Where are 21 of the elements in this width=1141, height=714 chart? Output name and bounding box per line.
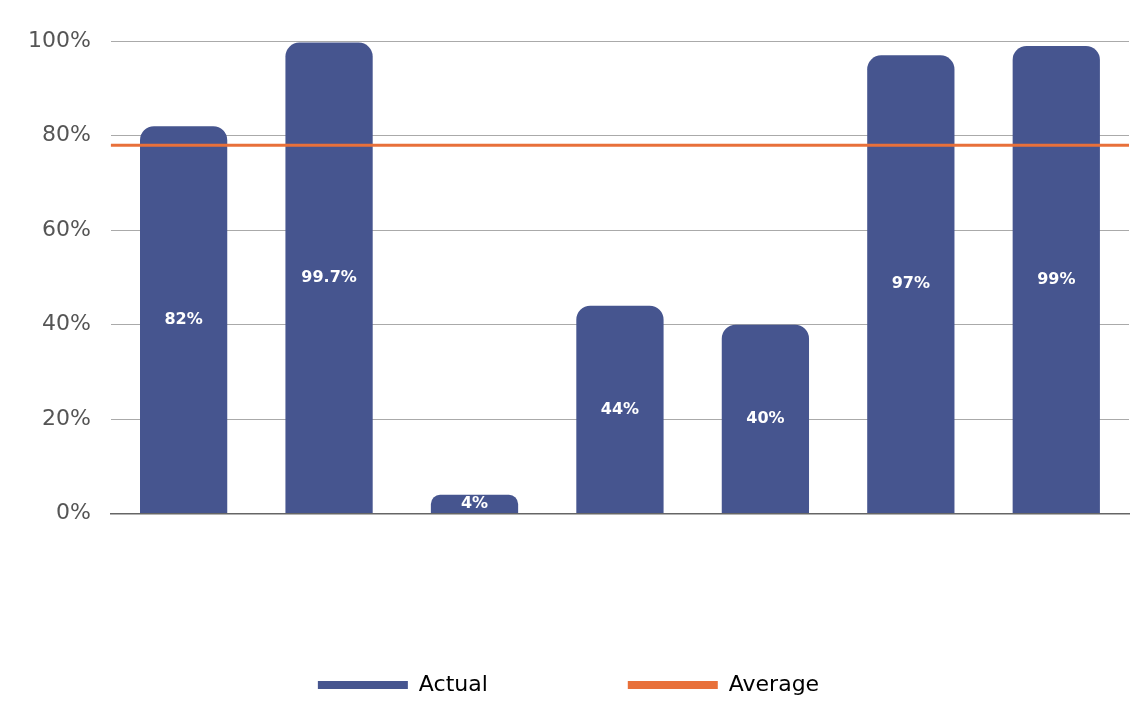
bar [867,55,955,514]
data-label: 44% [600,398,640,418]
y-tick-label: 0% [55,499,91,525]
y-tick-label: 80% [41,121,91,147]
data-label: 99.7% [301,267,357,287]
legend-label: Average [728,670,820,696]
bar [285,42,373,514]
y-tick-label: 20% [41,404,91,430]
data-label: 4% [460,493,489,513]
y-tick-label: 60% [41,215,91,241]
data-label: 97% [891,273,930,293]
bar [576,305,664,514]
data-label: 82% [164,308,203,328]
data-label: 40% [746,408,785,428]
bar [1012,45,1100,514]
data-label: 99% [1037,268,1076,288]
bar [721,324,810,514]
y-tick-label: 100% [27,26,91,52]
legend-label: Actual [418,670,488,696]
bar [139,126,228,514]
y-tick-label: 40% [41,310,91,336]
